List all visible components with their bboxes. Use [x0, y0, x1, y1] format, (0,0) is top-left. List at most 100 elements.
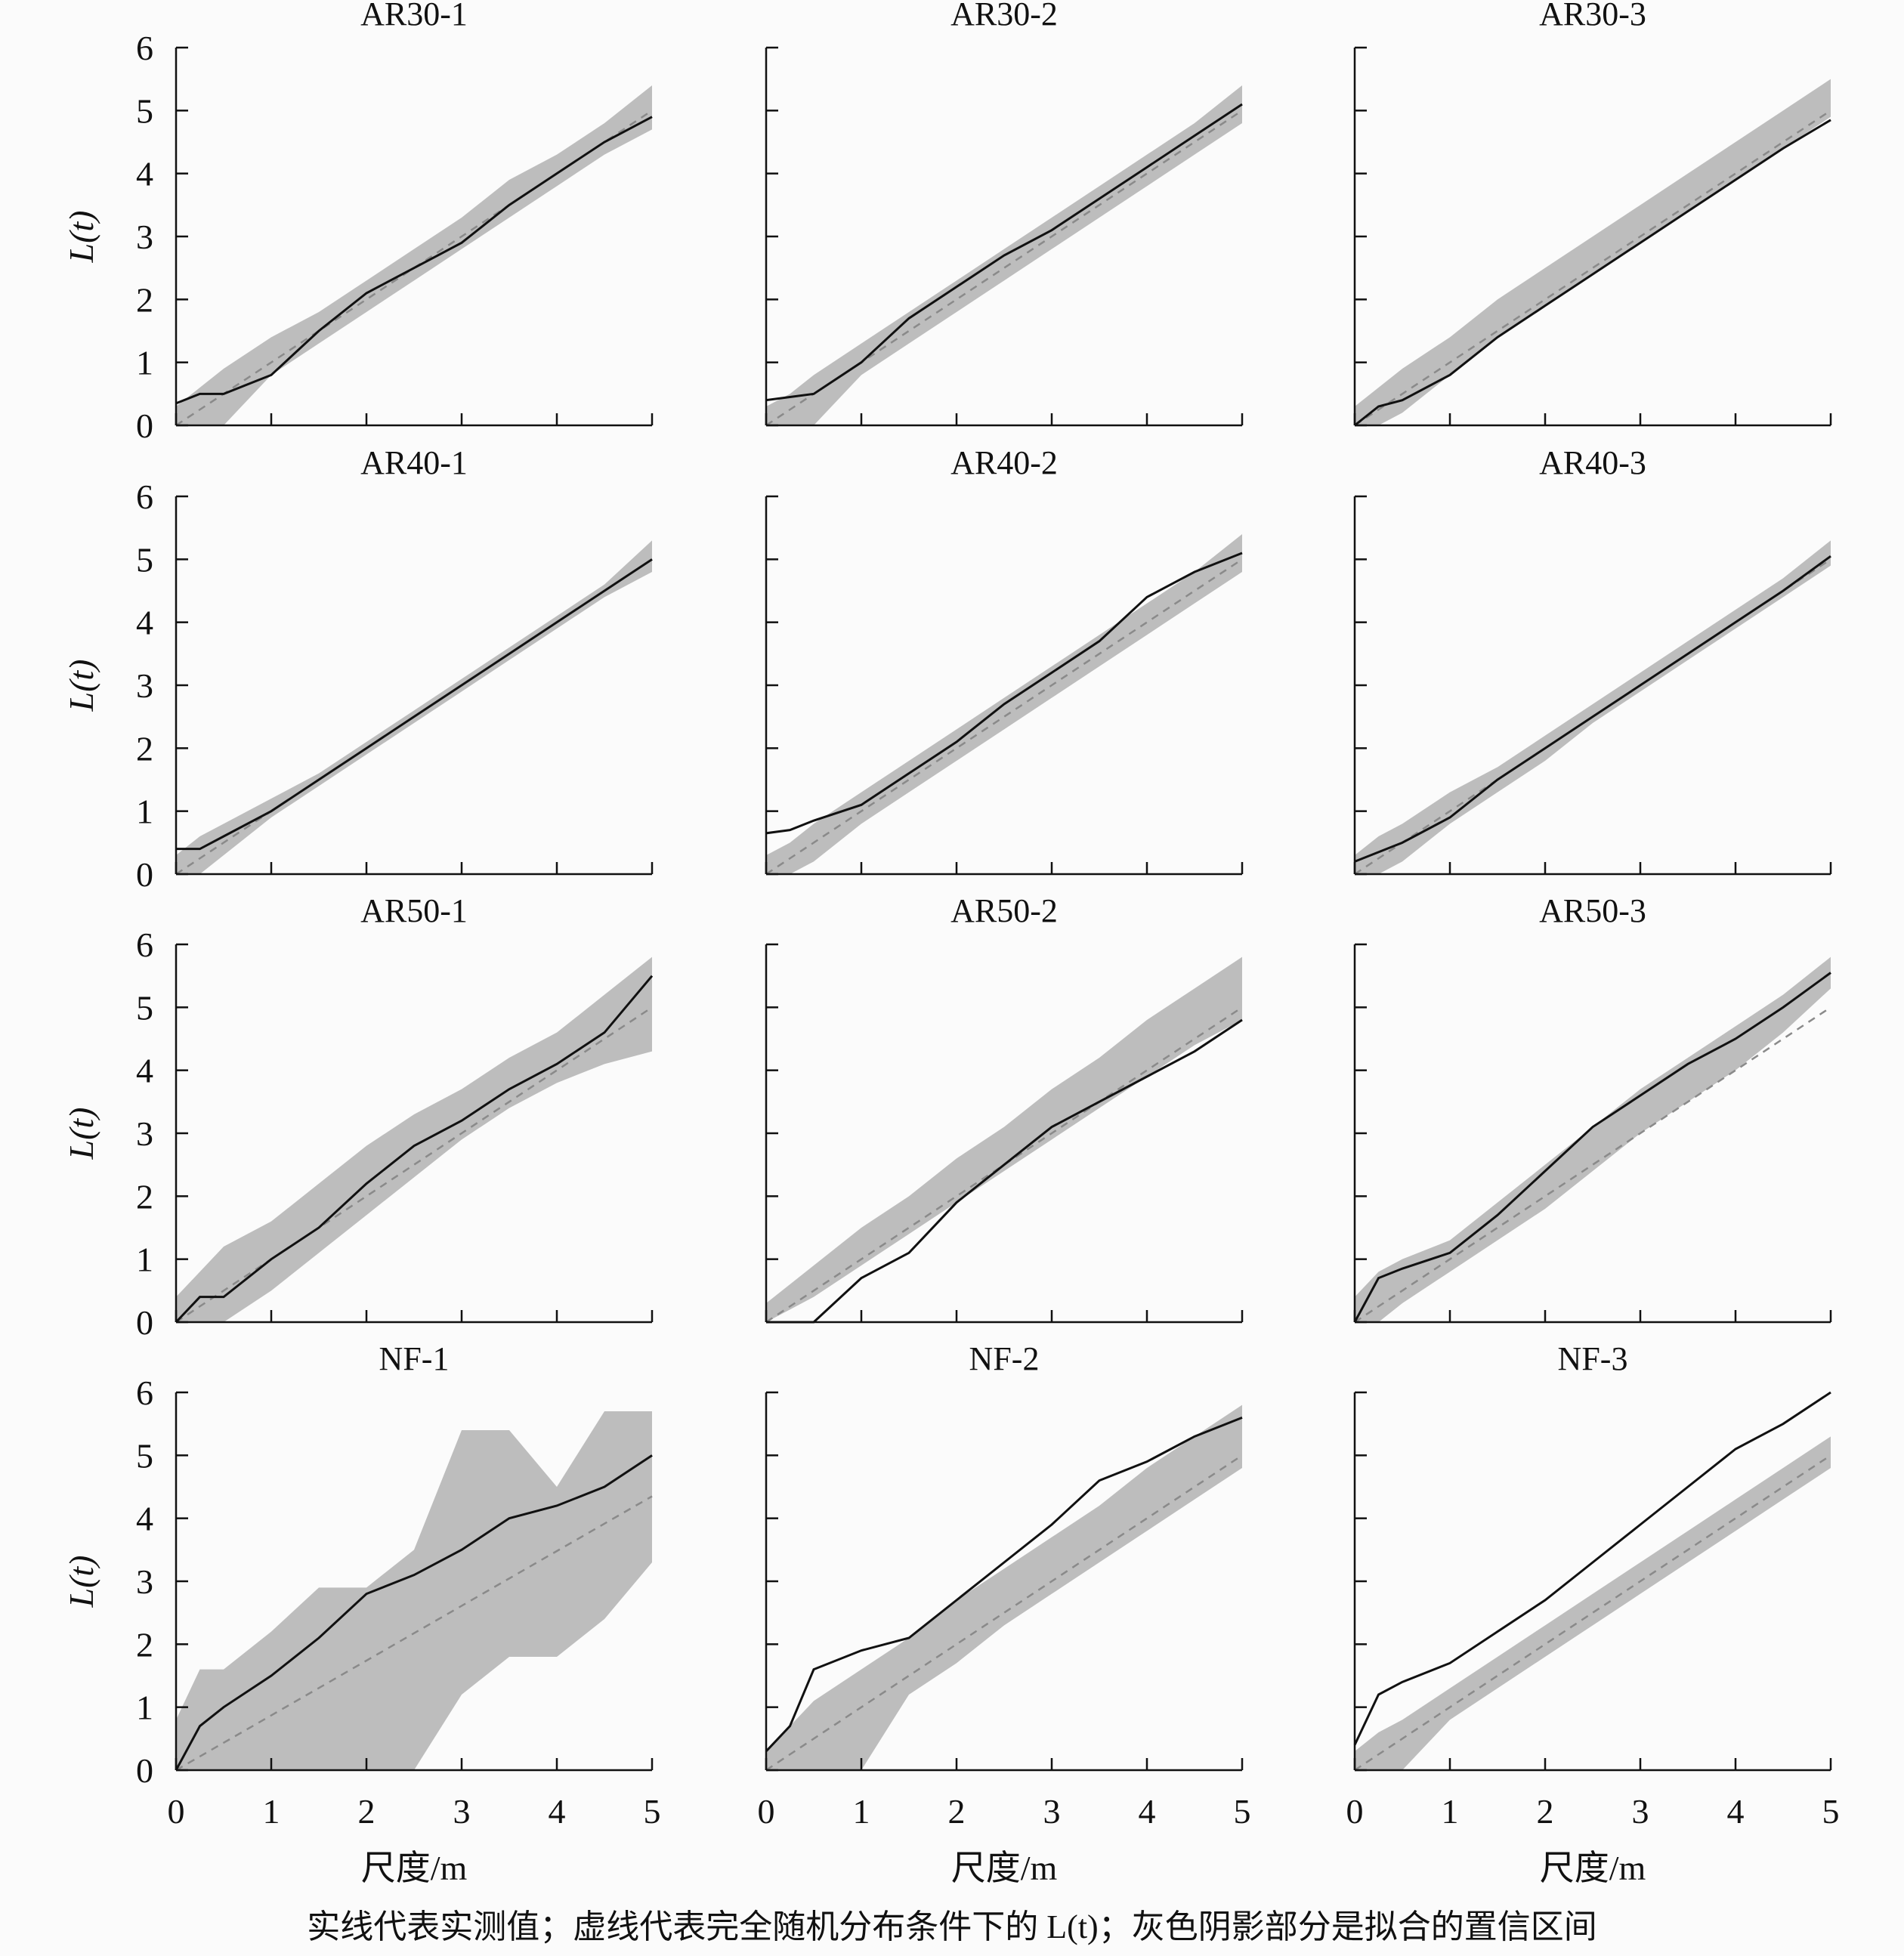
panel-title: AR30-1	[360, 0, 468, 32]
y-axis-label: L(t)	[62, 1556, 100, 1608]
y-tick-label: 6	[136, 29, 153, 67]
y-tick-label: 0	[136, 855, 153, 894]
x-tick-label: 4	[1727, 1792, 1745, 1831]
y-tick-label: 5	[136, 988, 153, 1027]
observed-line	[175, 1454, 653, 1771]
observed-line	[765, 552, 1243, 835]
caption: 实线代表实测值；虚线代表完全随机分布条件下的 L(t)；灰色阴影部分是拟合的置信…	[307, 1908, 1596, 1945]
y-tick-label: 6	[136, 477, 153, 516]
x-axis-label: 尺度/m	[1540, 1849, 1646, 1887]
x-tick-label: 1	[263, 1792, 280, 1831]
y-axis-label: L(t)	[62, 211, 100, 264]
x-tick-label: 3	[1043, 1792, 1061, 1831]
y-tick-label: 1	[136, 1241, 153, 1279]
panel-AR50-2: AR50-2	[765, 892, 1244, 1324]
confidence-envelope	[176, 540, 652, 874]
x-tick-label: 2	[1537, 1792, 1554, 1831]
y-tick-label: 4	[136, 155, 153, 193]
y-tick-label: 5	[136, 91, 153, 130]
confidence-envelope	[766, 1404, 1242, 1770]
x-tick-label: 1	[1442, 1792, 1459, 1831]
panel-title: AR40-1	[360, 444, 468, 481]
panel-AR40-2: AR40-2	[765, 444, 1244, 876]
y-tick-label: 4	[136, 1500, 153, 1538]
panel-title: NF-3	[1558, 1340, 1628, 1377]
panel-title: AR50-2	[950, 892, 1058, 929]
confidence-envelope	[176, 85, 652, 425]
x-tick-label: 3	[453, 1792, 471, 1831]
panel-title: AR40-3	[1539, 444, 1646, 481]
y-tick-label: 3	[136, 1562, 153, 1601]
observed-line	[1353, 972, 1831, 1323]
y-tick-label: 2	[136, 1177, 153, 1216]
panel-NF-1: 0 1 2 3 4 5 6 0 1 2 3 4 5 NF-1 L(t) 尺度/m	[62, 1340, 661, 1887]
y-tick-label: 4	[136, 604, 153, 642]
x-tick-label: 4	[549, 1792, 566, 1831]
y-tick-label: 5	[136, 1436, 153, 1475]
confidence-envelope	[1355, 956, 1831, 1322]
csr-line	[175, 1495, 653, 1772]
x-tick-label: 0	[758, 1792, 775, 1831]
observed-line	[175, 116, 653, 405]
panel-title: AR30-3	[1539, 0, 1646, 32]
y-tick-label: 4	[136, 1052, 153, 1090]
panel-AR50-3: AR50-3	[1353, 892, 1832, 1324]
y-tick-label: 6	[136, 925, 153, 964]
panel-title: NF-1	[379, 1340, 450, 1377]
panel-AR30-3: AR30-3	[1353, 0, 1832, 427]
panel-title: AR50-3	[1539, 892, 1646, 929]
panel-title: NF-2	[969, 1340, 1040, 1377]
y-tick-label: 1	[136, 1689, 153, 1727]
panel-title: AR30-2	[950, 0, 1058, 32]
x-tick-label: 5	[644, 1792, 661, 1831]
y-tick-label: 2	[136, 1625, 153, 1664]
confidence-envelope	[176, 956, 652, 1322]
y-tick-label: 0	[136, 1303, 153, 1342]
panel-NF-3: 0 1 2 3 4 5 NF-3 尺度/m	[1346, 1340, 1840, 1887]
confidence-envelope	[176, 1411, 652, 1770]
observed-line	[765, 1416, 1243, 1753]
observed-line	[1353, 1391, 1831, 1746]
y-tick-label: 3	[136, 218, 153, 256]
x-tick-label: 0	[1346, 1792, 1364, 1831]
confidence-envelope	[1355, 540, 1831, 874]
y-tick-label: 1	[136, 344, 153, 382]
y-axis-label: L(t)	[62, 1108, 100, 1160]
observed-line	[765, 103, 1243, 402]
x-tick-label: 5	[1822, 1792, 1840, 1831]
panel-title: AR50-1	[360, 892, 468, 929]
x-axis-label: 尺度/m	[951, 1849, 1058, 1887]
confidence-envelope	[1355, 1436, 1831, 1770]
x-tick-label: 4	[1139, 1792, 1156, 1831]
panel-title: AR40-2	[950, 444, 1058, 481]
observed-line	[1354, 119, 1831, 427]
x-tick-label: 1	[853, 1792, 870, 1831]
x-axis-label: 尺度/m	[361, 1849, 468, 1887]
panel-AR40-1: 0 1 2 3 4 5 6 AR40-1 L(t)	[62, 444, 654, 894]
x-tick-label: 0	[168, 1792, 185, 1831]
confidence-envelope	[1355, 79, 1831, 426]
panel-AR30-2: AR30-2	[765, 0, 1244, 427]
panel-AR40-3: AR40-3	[1353, 444, 1832, 876]
y-tick-label: 3	[136, 1114, 153, 1153]
observed-line	[176, 558, 653, 851]
panel-AR30-1: 0 1 2 3 4 5 6 AR30-1 L(t)	[62, 0, 654, 445]
y-axis-label: L(t)	[62, 660, 100, 712]
panel-AR50-1: 0 1 2 3 4 5 6 AR50-1 L(t)	[62, 892, 654, 1342]
y-tick-label: 3	[136, 666, 153, 705]
x-tick-label: 2	[358, 1792, 376, 1831]
y-tick-label: 0	[136, 406, 153, 445]
observed-line	[1354, 555, 1831, 863]
y-tick-label: 5	[136, 540, 153, 579]
x-tick-label: 5	[1234, 1792, 1251, 1831]
confidence-envelope	[766, 956, 1242, 1322]
x-tick-label: 3	[1632, 1792, 1649, 1831]
y-tick-label: 2	[136, 280, 153, 319]
y-tick-label: 0	[136, 1751, 153, 1790]
y-tick-label: 2	[136, 729, 153, 768]
y-tick-label: 6	[136, 1374, 153, 1412]
y-tick-label: 1	[136, 793, 153, 831]
observed-line	[175, 975, 654, 1324]
panel-NF-2: 0 1 2 3 4 5 NF-2 尺度/m	[758, 1340, 1251, 1887]
